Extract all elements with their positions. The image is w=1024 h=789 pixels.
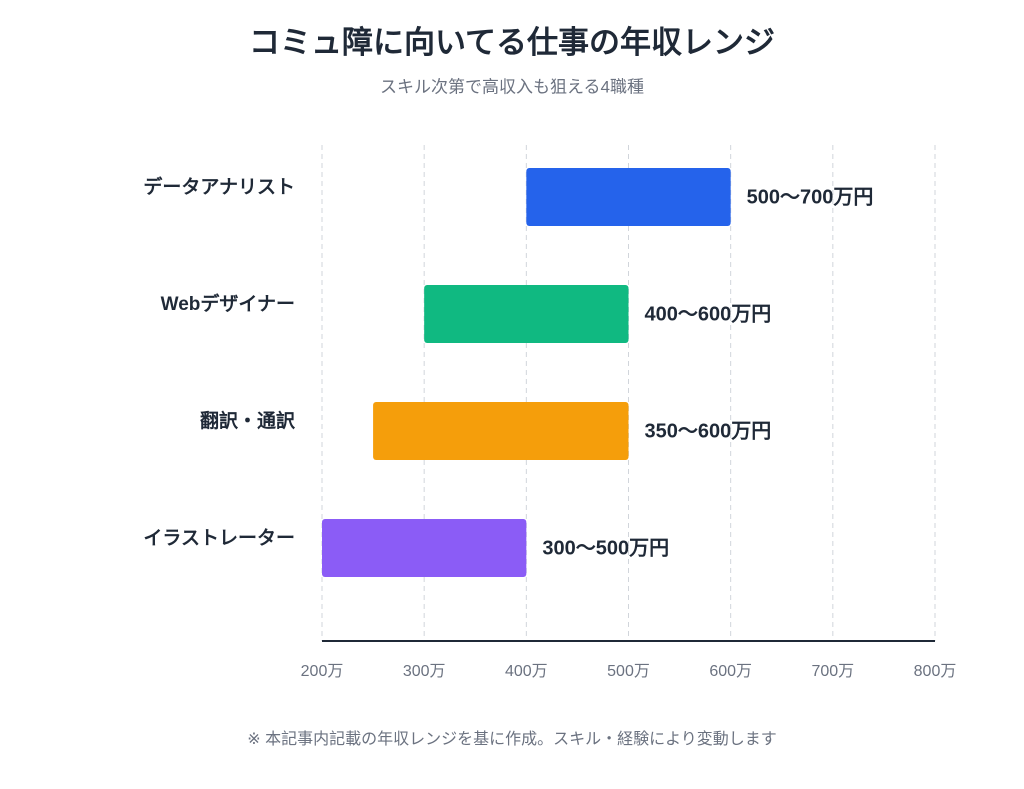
bar (424, 285, 629, 343)
bar (526, 168, 731, 226)
x-tick-label: 600万 (709, 663, 752, 680)
x-tick-label: 500万 (607, 663, 650, 680)
bar-label: 300〜500万円 (542, 537, 669, 559)
bar (322, 519, 527, 577)
chart-subtitle: スキル次第で高収入も狙える4職種 (380, 77, 644, 96)
y-tick-label: Webデザイナー (161, 292, 295, 315)
y-tick-label: イラストレーター (143, 527, 295, 549)
x-tick-label: 300万 (403, 663, 446, 680)
bar-label: 350〜600万円 (645, 420, 772, 442)
x-tick-label: 800万 (914, 663, 957, 680)
footnote: ※ 本記事内記載の年収レンジを基に作成。スキル・経験により変動します (247, 730, 777, 748)
x-tick-label: 400万 (505, 663, 548, 680)
chart-title: コミュ障に向いてる仕事の年収レンジ (249, 25, 775, 60)
x-tick-label: 700万 (811, 663, 854, 680)
bar (373, 402, 629, 460)
y-tick-label: 翻訳・通訳 (200, 409, 296, 432)
x-tick-label: 200万 (301, 663, 344, 680)
bar-label: 400〜600万円 (645, 303, 772, 325)
y-tick-label: データアナリスト (143, 175, 295, 198)
bar-label: 500〜700万円 (747, 186, 874, 208)
